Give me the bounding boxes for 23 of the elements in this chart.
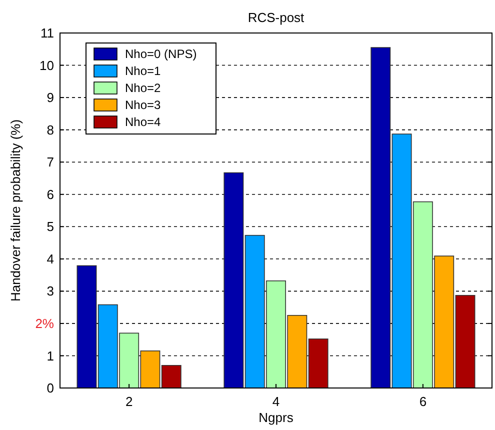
y-tick-label: 9 [46,90,54,106]
x-tick-label: 6 [419,394,427,409]
y-axis-title: Handover failure probability (%) [8,119,23,302]
y-tick-label: 10 [40,58,54,73]
y-tick-label: 6 [46,186,54,202]
legend-label: Nho=0 (NPS) [125,47,197,61]
y-tick-label: 8 [46,122,54,138]
legend-label: Nho=3 [125,98,162,112]
y-tick-label: 2% [35,316,54,332]
y-tick-label: 11 [40,26,54,41]
y-tick-label: 5 [46,219,54,234]
legend-label: Nho=2 [125,81,162,95]
y-tick-label: 0 [46,380,54,396]
legend-label: Nho=1 [125,64,162,78]
x-tick-label: 2 [125,394,133,409]
y-tick-label: 4 [46,251,54,266]
chart-title: RCS-post [248,10,305,25]
y-tick-label: 3 [46,284,54,299]
y-tick-label: 1 [46,348,54,364]
y-tick-label: 7 [46,154,54,170]
x-axis-title: Ngprs [258,410,294,425]
legend-label: Nho=4 [125,115,162,129]
x-tick-label: 4 [272,394,280,409]
